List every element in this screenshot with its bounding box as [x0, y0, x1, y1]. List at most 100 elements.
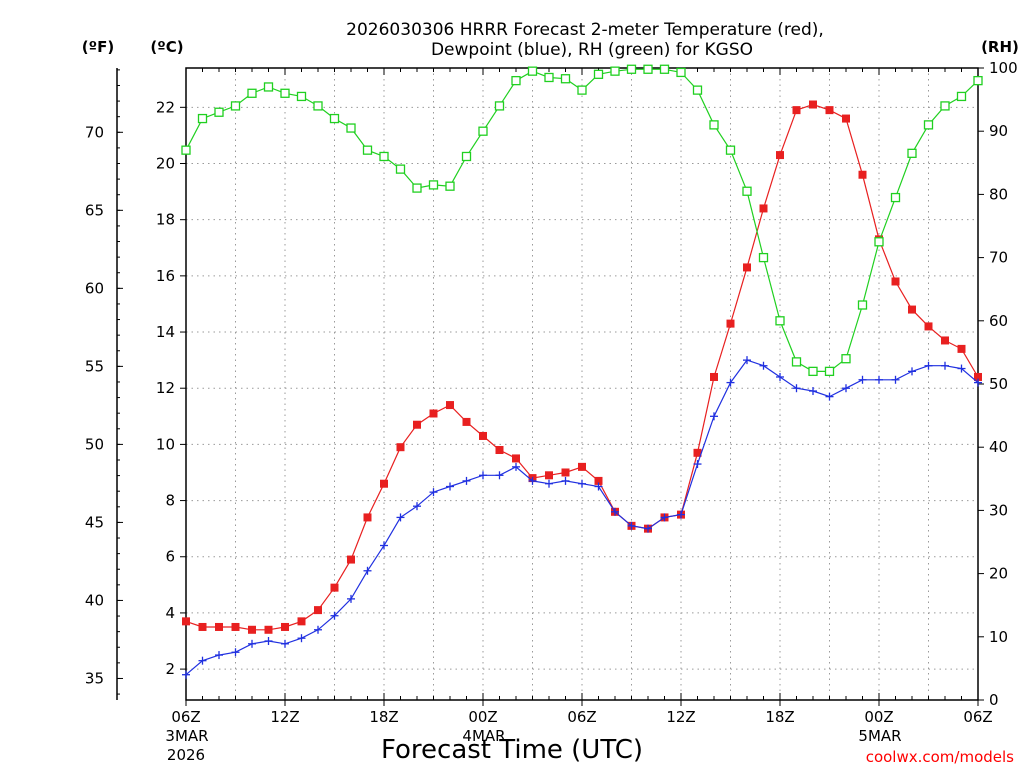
- celsius-tick-label: 20: [156, 155, 175, 173]
- rh-point: [923, 120, 934, 130]
- temperature-point: [512, 454, 520, 463]
- dewpoint-point: [528, 476, 537, 485]
- dewpoint-point: [957, 364, 966, 373]
- dewpoint-point: [776, 372, 784, 381]
- rh-tick-label: 90: [989, 122, 1008, 140]
- dewpoint-line: [185, 359, 979, 676]
- temperature-point: [776, 151, 784, 160]
- dewpoint-point: [429, 488, 438, 497]
- fahrenheit-tick-label: 60: [85, 279, 104, 297]
- dewpoint-point: [462, 476, 471, 485]
- dewpoint-point: [891, 375, 900, 384]
- x-year-label: 2026: [167, 746, 205, 764]
- temperature-point: [495, 446, 504, 455]
- x-date-label: 4MAR: [462, 727, 505, 745]
- temperature-point: [281, 622, 289, 631]
- rh-point: [907, 148, 917, 158]
- rh-point: [643, 64, 653, 74]
- rh-tick-label: 40: [989, 438, 1008, 456]
- dewpoint-point: [297, 634, 306, 643]
- rh-point: [230, 101, 241, 111]
- rh-point: [280, 88, 290, 98]
- dewpoint-point: [479, 471, 487, 480]
- x-tick-label: 12Z: [666, 708, 695, 726]
- temperature-point: [314, 606, 322, 615]
- temperature-point: [413, 420, 421, 429]
- dewpoint-point: [710, 412, 718, 421]
- temperature-point: [198, 622, 207, 631]
- dewpoint-point: [660, 513, 669, 522]
- rh-point: [544, 72, 554, 83]
- rh-point: [527, 66, 538, 76]
- rh-tick-label: 100: [989, 59, 1018, 77]
- dewpoint-point: [792, 384, 801, 393]
- rh-point: [362, 145, 373, 155]
- temperature-point: [215, 622, 223, 631]
- dewpoint-point: [413, 502, 421, 511]
- temperature-line: [185, 103, 979, 631]
- rh-point: [247, 88, 257, 98]
- dewpoint-point: [759, 361, 768, 370]
- celsius-tick-label: 14: [156, 323, 175, 341]
- rh-point: [461, 151, 472, 162]
- dewpoint-point: [264, 637, 273, 646]
- rh-point: [593, 69, 604, 79]
- x-tick-label: 18Z: [369, 708, 398, 726]
- fahrenheit-tick-label: 70: [85, 123, 104, 141]
- temperature-point: [396, 443, 405, 452]
- temperature-point: [479, 431, 487, 440]
- temperature-point: [957, 344, 966, 353]
- celsius-tick-label: 18: [156, 211, 175, 229]
- temperature-point: [429, 409, 438, 418]
- celsius-tick-label: 12: [156, 379, 175, 397]
- temperature-point: [330, 583, 339, 592]
- rh-point: [379, 151, 389, 162]
- rh-point: [412, 183, 422, 193]
- celsius-tick-label: 6: [165, 548, 175, 566]
- chart-title-line-2: Dewpoint (blue), RH (green) for KGSO: [431, 40, 753, 60]
- rh-point: [511, 75, 521, 86]
- dewpoint-point: [627, 521, 636, 530]
- temperature-point: [908, 305, 916, 314]
- dewpoint-point: [693, 460, 702, 469]
- data-series: [181, 64, 983, 679]
- rh-point: [692, 85, 703, 95]
- rh-point: [725, 145, 736, 155]
- x-tick-label: 06Z: [567, 708, 596, 726]
- rh-point: [742, 186, 752, 196]
- temperature-point: [792, 106, 801, 115]
- rh-point: [560, 74, 571, 84]
- dewpoint-point: [677, 510, 685, 519]
- x-date-label: 5MAR: [858, 727, 901, 745]
- rh-tick-label: 80: [989, 185, 1008, 203]
- rh-unit-label: (RH): [981, 38, 1019, 56]
- rh-point: [610, 66, 620, 76]
- dewpoint-point: [974, 378, 982, 387]
- temperature-point: [347, 555, 355, 564]
- temperature-point: [248, 625, 256, 634]
- dewpoint-point: [446, 482, 454, 491]
- temperature-point: [297, 617, 306, 626]
- dewpoint-point: [231, 648, 240, 657]
- temperature-point: [545, 471, 553, 480]
- temperature-point: [446, 401, 454, 410]
- rh-point: [758, 252, 769, 263]
- temperature-point: [231, 622, 240, 631]
- temperature-point: [578, 462, 586, 471]
- rh-point: [626, 64, 637, 74]
- temperature-point: [743, 263, 751, 272]
- dewpoint-point: [380, 541, 388, 550]
- fahrenheit-unit-label: (ºF): [82, 38, 114, 56]
- rh-point: [659, 64, 670, 74]
- celsius-tick-label: 10: [156, 435, 175, 453]
- x-tick-label: 12Z: [270, 708, 299, 726]
- temperature-point: [858, 170, 867, 179]
- rh-tick-label: 10: [989, 628, 1008, 646]
- rh-point: [791, 357, 802, 367]
- temperature-point: [891, 277, 900, 286]
- rh-point: [214, 107, 224, 117]
- temperature-point: [825, 106, 834, 115]
- rh-line: [185, 68, 979, 372]
- temperature-point: [924, 322, 933, 331]
- celsius-unit-label: (ºC): [150, 38, 183, 56]
